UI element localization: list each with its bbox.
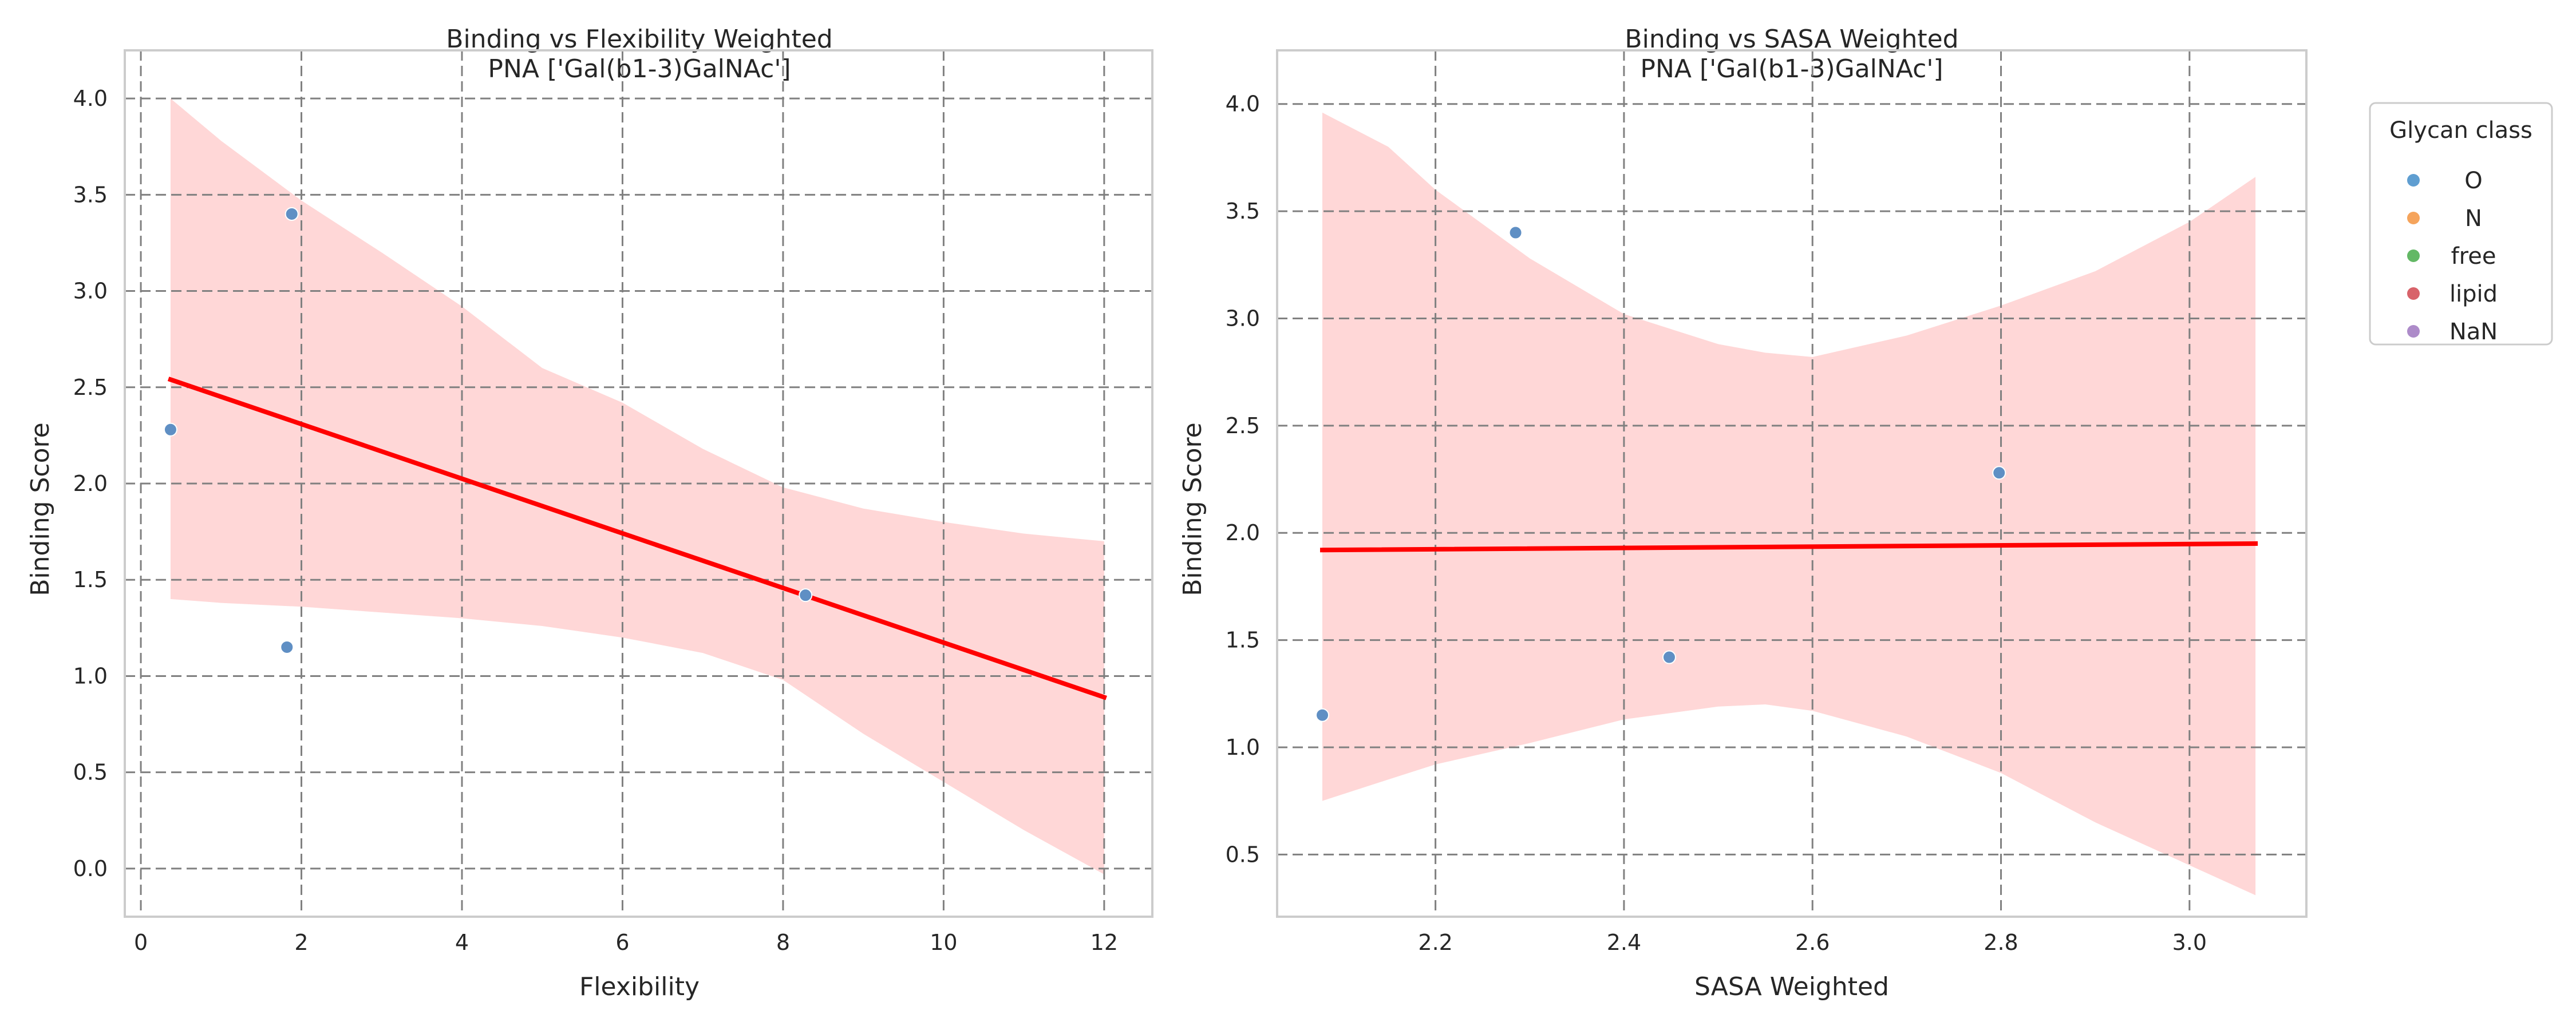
flexibility-panel: Binding vs Flexibility Weighted PNA ['Ga… <box>26 25 1153 1001</box>
y-tick-label: 1.0 <box>73 663 108 688</box>
legend-label: lipid <box>2449 281 2498 307</box>
legend-marker <box>2407 212 2420 224</box>
plot-frame <box>1276 49 2308 918</box>
y-tick-label: 2.0 <box>1226 520 1260 545</box>
legend-marker <box>2407 287 2420 300</box>
data-point <box>1508 225 1523 240</box>
regression-line <box>1320 541 2258 553</box>
x-tick-label: 3.0 <box>2172 930 2207 955</box>
chart-title: Binding vs SASA Weighted <box>1625 25 1958 54</box>
data-point <box>1315 708 1330 722</box>
legend-marker <box>2407 249 2420 262</box>
y-tick-label: 3.5 <box>1226 199 1260 224</box>
legend-label: O <box>2464 168 2482 194</box>
legend-label: N <box>2465 205 2482 232</box>
y-axis-label: Binding Score <box>26 422 55 596</box>
confidence-band <box>170 98 1104 875</box>
legend-label: free <box>2451 243 2496 270</box>
data-point <box>285 207 299 221</box>
y-tick-label: 1.5 <box>73 567 108 592</box>
data-point <box>1992 466 2006 480</box>
y-tick-label: 1.0 <box>1226 735 1260 760</box>
x-tick-label: 0 <box>134 930 148 955</box>
y-tick-label: 4.0 <box>73 86 108 111</box>
y-tick-label: 2.5 <box>73 375 108 400</box>
y-tick-label: 3.0 <box>73 279 108 304</box>
x-tick-label: 2.4 <box>1607 930 1641 955</box>
data-point <box>280 640 294 654</box>
legend-frame <box>2369 102 2553 346</box>
x-tick-label: 2.8 <box>1984 930 2018 955</box>
x-tick-label: 2.6 <box>1795 930 1830 955</box>
y-tick-label: 3.5 <box>73 182 108 207</box>
sasa-panel: Binding vs SASA Weighted PNA ['Gal(b1-3)… <box>1178 25 2308 1001</box>
legend-marker <box>2407 325 2420 338</box>
regression-line <box>167 377 1107 700</box>
chart-title: Binding vs Flexibility Weighted <box>446 25 832 54</box>
x-tick-label: 2.2 <box>1418 930 1452 955</box>
data-point <box>799 588 813 603</box>
y-tick-label: 1.5 <box>1226 628 1260 653</box>
x-axis-label: SASA Weighted <box>1694 972 1889 1001</box>
y-tick-label: 4.0 <box>1226 92 1260 117</box>
x-tick-label: 12 <box>1091 930 1118 955</box>
y-tick-label: 2.5 <box>1226 413 1260 438</box>
legend-marker <box>2407 174 2420 187</box>
confidence-band <box>1322 112 2256 896</box>
y-tick-label: 0.0 <box>73 856 108 881</box>
chart-subtitle: PNA ['Gal(b1-3)GalNAc'] <box>1640 54 1943 84</box>
legend-label: NaN <box>2449 319 2498 345</box>
data-point <box>1662 650 1676 664</box>
x-tick-label: 2 <box>294 930 308 955</box>
legend-title: Glycan class <box>2389 117 2532 144</box>
chart-subtitle: PNA ['Gal(b1-3)GalNAc'] <box>488 54 791 84</box>
x-tick-label: 8 <box>776 930 790 955</box>
y-tick-label: 0.5 <box>73 760 108 785</box>
x-tick-label: 10 <box>930 930 957 955</box>
x-tick-label: 6 <box>615 930 629 955</box>
plot-frame <box>124 49 1153 918</box>
data-point <box>163 422 177 437</box>
y-tick-label: 0.5 <box>1226 842 1260 867</box>
y-tick-label: 2.0 <box>73 471 108 496</box>
x-axis-label: Flexibility <box>579 972 700 1001</box>
y-tick-label: 3.0 <box>1226 306 1260 331</box>
x-tick-label: 4 <box>455 930 469 955</box>
y-axis-label: Binding Score <box>1178 422 1207 596</box>
